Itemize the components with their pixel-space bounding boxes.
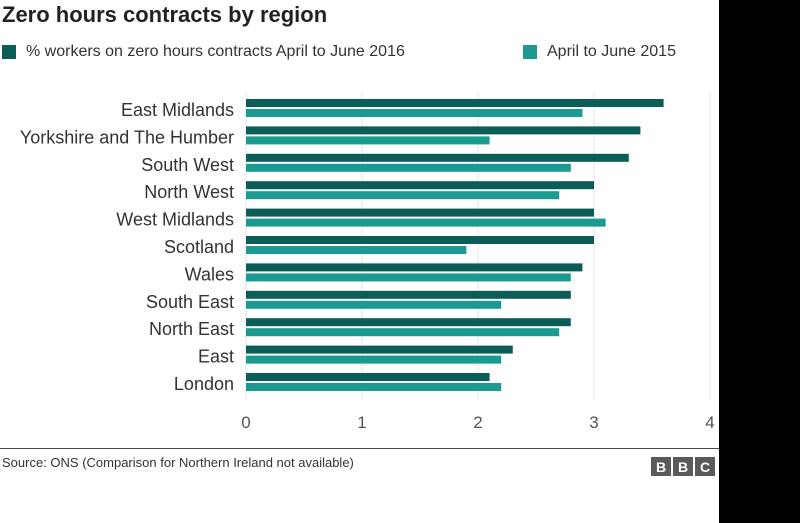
category-label: Wales [185, 264, 234, 284]
bbc-logo-letter: B [673, 457, 693, 476]
category-label: East [198, 347, 234, 367]
bar-2016 [246, 236, 594, 244]
bbc-logo-letter: C [695, 457, 715, 476]
bbc-logo: B B C [651, 457, 715, 476]
bar-2016 [246, 373, 490, 381]
bar-2016 [246, 181, 594, 190]
legend-swatch-2015 [523, 45, 537, 59]
category-label: Yorkshire and The Humber [20, 127, 234, 147]
bar-2015 [246, 191, 560, 200]
x-tick-label: 4 [705, 413, 714, 432]
x-tick-label: 0 [241, 413, 250, 432]
x-tick-label: 3 [589, 413, 598, 432]
legend-swatch-2016 [2, 45, 16, 59]
legend-item-2015: April to June 2015 [523, 42, 676, 62]
bar-2016 [246, 126, 641, 135]
category-label: South East [146, 292, 234, 312]
source-divider [0, 448, 719, 449]
category-label: London [174, 374, 234, 394]
chart-card: Zero hours contracts by region % workers… [0, 0, 719, 523]
bbc-logo-letter: B [651, 457, 671, 476]
legend-label-2015: April to June 2015 [547, 43, 676, 60]
bar-2015 [246, 218, 606, 227]
bar-chart: 0 1 2 3 4 East Midlands Yorkshire and The Humb… [20, 92, 715, 432]
category-label: South West [141, 155, 234, 175]
source-note: Source: ONS (Comparison for Northern Ire… [2, 455, 354, 470]
bar-2016 [246, 318, 571, 327]
category-label: North East [149, 319, 234, 339]
bar-2015 [246, 328, 560, 337]
category-label: Scotland [164, 237, 234, 257]
category-label: East Midlands [121, 100, 234, 120]
x-tick-label: 2 [473, 413, 482, 432]
category-label: West Midlands [116, 210, 234, 230]
bar-2015 [246, 273, 571, 282]
bar-2015 [246, 136, 490, 145]
category-label: North West [144, 182, 234, 202]
bar-2015 [246, 109, 583, 117]
bar-2016 [246, 99, 664, 107]
bar-2016 [246, 290, 571, 299]
bar-2016 [246, 153, 629, 162]
bar-2015 [246, 383, 502, 391]
bar-2015 [246, 300, 502, 309]
chart-title: Zero hours contracts by region [2, 2, 328, 27]
legend-item-2016: % workers on zero hours contracts April … [2, 42, 405, 62]
bar-2016 [246, 345, 513, 354]
bar-2016 [246, 263, 583, 272]
bar-2015 [246, 163, 571, 172]
bar-2015 [246, 246, 467, 254]
legend-label-2016: % workers on zero hours contracts April … [26, 43, 405, 60]
x-tick-label: 1 [357, 413, 366, 432]
bar-2016 [246, 208, 594, 217]
bar-2015 [246, 355, 502, 364]
